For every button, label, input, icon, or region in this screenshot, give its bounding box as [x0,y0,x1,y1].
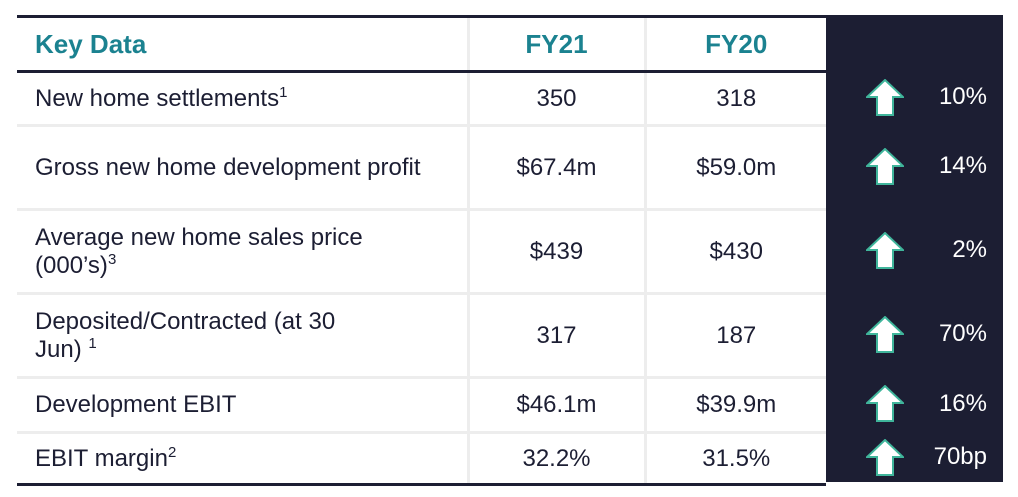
table-row: Deposited/Contracted (at 30 Jun) 1 317 187 [17,293,826,379]
fy20-value: $59.0m [643,125,826,211]
row-label: Gross new home development profit [17,125,468,211]
row-label: EBIT margin2 [17,432,468,486]
arrow-up-icon [866,315,904,353]
header-title: Key Data [17,15,468,73]
change-panel [826,15,1003,482]
arrow-up-icon [866,78,904,116]
change-indicator: 16% [826,376,1003,431]
change-indicator: 10% [826,70,1003,124]
table-row: Development EBIT $46.1m $39.9m [17,377,826,434]
change-value: 16% [938,389,987,417]
fy21-value: $46.1m [466,377,645,434]
table-row: New home settlements1 350 318 [17,71,826,127]
change-indicator: 70bp [826,431,1003,483]
change-value: 70% [938,320,987,347]
table-row: Average new home sales price (000’s)3 $43… [17,209,826,295]
table-row: EBIT margin2 32.2% 31.5% [17,432,826,486]
fy20-value: $39.9m [643,377,826,434]
fy20-value: 318 [643,71,826,127]
fy20-value: 31.5% [643,432,826,486]
row-label: New home settlements1 [17,71,468,127]
change-indicator: 70% [826,292,1003,376]
fy21-value: $439 [466,209,645,295]
row-label: Average new home sales price (000’s)3 [17,209,468,295]
change-value: 2% [952,236,987,263]
fy21-value: $67.4m [466,125,645,211]
row-label: Deposited/Contracted (at 30 Jun) 1 [17,293,468,379]
key-data-table: Key Data FY21 FY20 New home settlements1… [17,15,826,486]
arrow-up-icon [866,385,904,422]
header-fy21: FY21 [466,15,645,73]
table-row: Gross new home development profit $67.4m $… [17,125,826,211]
change-indicator: 2% [826,208,1003,292]
change-value: 14% [938,152,987,179]
change-value: 70bp [933,443,987,470]
arrow-up-icon [866,147,904,185]
arrow-up-icon [866,438,904,476]
fy21-value: 317 [466,293,645,379]
change-indicator: 14% [826,124,1003,208]
row-label: Development EBIT [17,377,468,434]
fy21-value: 32.2% [466,432,645,486]
fy20-value: $430 [643,209,826,295]
arrow-up-icon [866,231,904,269]
header-fy20: FY20 [643,15,826,73]
change-value: 10% [938,83,987,110]
fy20-value: 187 [643,293,826,379]
fy21-value: 350 [466,71,645,127]
table-header: Key Data FY21 FY20 [17,15,826,73]
